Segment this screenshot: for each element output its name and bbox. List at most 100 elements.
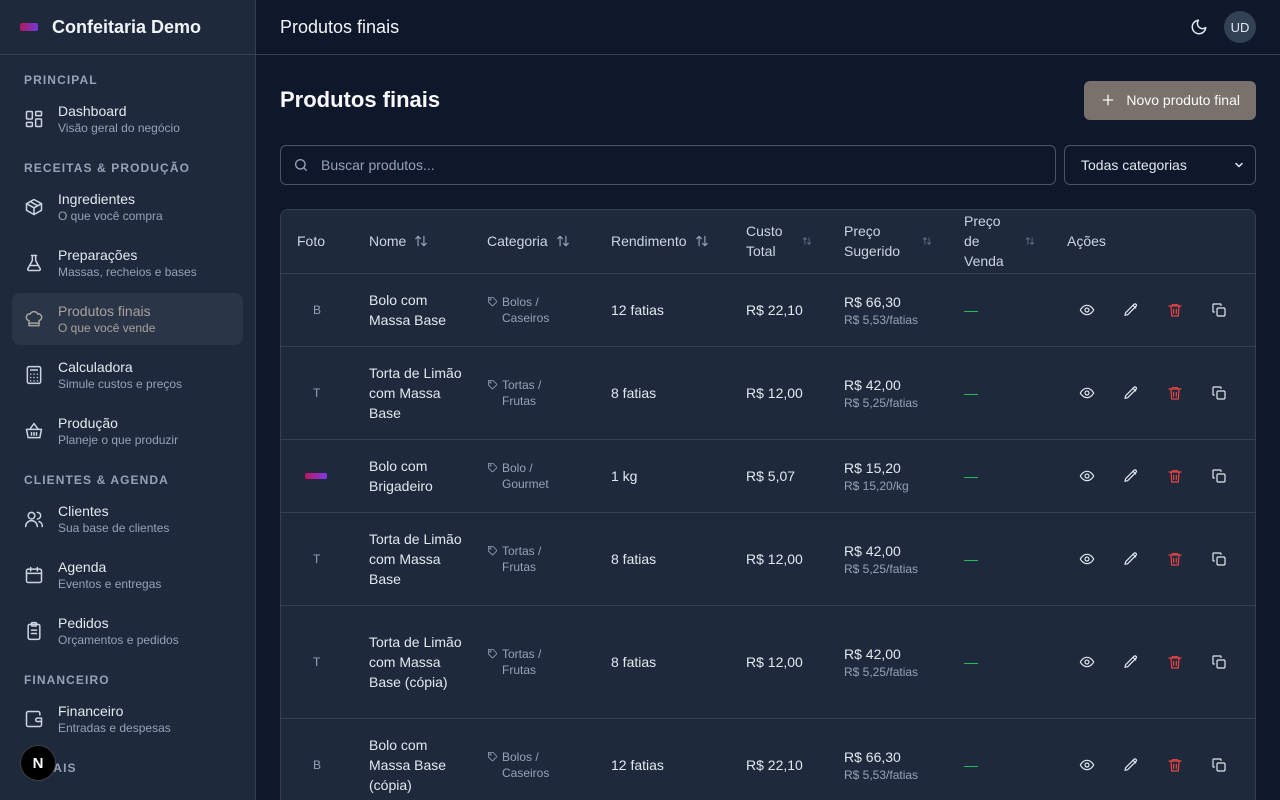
category-line: Caseiros	[502, 765, 550, 780]
table-row: Bolo com Brigadeiro Bolo / Gourmet 1 kg R$ 5…	[281, 439, 1255, 513]
sidebar-item-pedidos[interactable]: Pedidos Orçamentos e pedidos	[12, 605, 243, 657]
duplicate-icon[interactable]	[1211, 551, 1227, 567]
next-badge[interactable]: N	[20, 745, 56, 781]
tag-icon	[487, 460, 498, 473]
nav-section-title: RECEITAS & PRODUÇÃO	[24, 161, 191, 175]
nav-section-title: PRINCIPAL	[24, 73, 98, 87]
moon-icon[interactable]	[1190, 18, 1208, 36]
sidebar-item-sub: Sua base de clientes	[58, 521, 170, 535]
suggested-price: R$ 42,00	[844, 542, 901, 559]
sidebar-item-sub: Eventos e entregas	[58, 577, 162, 591]
delete-icon[interactable]	[1167, 551, 1183, 567]
new-product-button[interactable]: Novo produto final	[1084, 80, 1256, 120]
cell-nome: Bolo com Massa Base	[353, 273, 471, 347]
box-icon	[24, 197, 44, 217]
edit-icon[interactable]	[1123, 468, 1139, 484]
edit-icon[interactable]	[1123, 654, 1139, 670]
col-custo[interactable]: Custo Total	[730, 210, 828, 274]
sidebar-item-calculadora[interactable]: Calculadora Simule custos e preços	[12, 349, 243, 401]
users-icon	[24, 509, 44, 529]
col-rendimento[interactable]: Rendimento	[595, 210, 730, 274]
view-icon[interactable]	[1079, 302, 1095, 318]
tag-icon	[487, 377, 498, 390]
view-icon[interactable]	[1079, 468, 1095, 484]
sidebar-item-sub: O que você compra	[58, 209, 163, 223]
edit-icon[interactable]	[1123, 551, 1139, 567]
edit-icon[interactable]	[1123, 757, 1139, 773]
cell-sugerido: R$ 42,00 R$ 5,25/fatias	[828, 346, 948, 440]
sidebar-item-label: Pedidos	[58, 615, 109, 631]
category-select[interactable]: Todas categorias	[1064, 145, 1256, 185]
brand[interactable]: Confeitaria Demo	[0, 0, 255, 55]
sidebar-item-dashboard[interactable]: Dashboard Visão geral do negócio	[12, 93, 243, 145]
topbar-title: Produtos finais	[280, 16, 400, 37]
sidebar-item-label: Clientes	[58, 503, 109, 519]
delete-icon[interactable]	[1167, 757, 1183, 773]
sidebar-item-sub: Orçamentos e pedidos	[58, 633, 179, 647]
sidebar-item-label: Preparações	[58, 247, 138, 263]
delete-icon[interactable]	[1167, 654, 1183, 670]
duplicate-icon[interactable]	[1211, 385, 1227, 401]
category-line: Tortas /	[502, 543, 542, 558]
col-nome[interactable]: Nome	[353, 210, 471, 274]
table-row: T Torta de Limão com Massa Base Tortas / Fr…	[281, 512, 1255, 606]
category-line: Tortas /	[502, 377, 542, 392]
view-icon[interactable]	[1079, 757, 1095, 773]
cell-venda: —	[948, 439, 1051, 513]
sidebar-item-financeiro[interactable]: Financeiro Entradas e despesas	[12, 693, 243, 745]
sort-icon[interactable]	[802, 236, 812, 246]
search-box	[280, 145, 1056, 185]
sidebar-item-ingredientes[interactable]: Ingredientes O que você compra	[12, 181, 243, 233]
duplicate-icon[interactable]	[1211, 757, 1227, 773]
duplicate-icon[interactable]	[1211, 302, 1227, 318]
col-sugerido[interactable]: Preço Sugerido	[828, 210, 948, 274]
sort-icon[interactable]	[922, 236, 932, 246]
sort-icon[interactable]	[1025, 236, 1035, 246]
sidebar-item-produtos-finais[interactable]: Produtos finais O que você vende	[12, 293, 243, 345]
cell-categoria: Tortas / Frutas	[471, 512, 595, 606]
edit-icon[interactable]	[1123, 385, 1139, 401]
search-input[interactable]	[321, 157, 1021, 173]
cell-rendimento: 8 fatias	[595, 605, 730, 719]
avatar[interactable]: UD	[1224, 11, 1256, 43]
cell-custo: R$ 12,00	[730, 605, 828, 719]
cell-categoria: Tortas / Frutas	[471, 605, 595, 719]
category-line: Caseiros	[502, 310, 550, 325]
suggested-unit-price: R$ 15,20/kg	[844, 478, 909, 493]
sort-icon[interactable]	[414, 234, 428, 248]
delete-icon[interactable]	[1167, 385, 1183, 401]
suggested-price: R$ 42,00	[844, 645, 901, 662]
duplicate-icon[interactable]	[1211, 654, 1227, 670]
duplicate-icon[interactable]	[1211, 468, 1227, 484]
delete-icon[interactable]	[1167, 302, 1183, 318]
view-icon[interactable]	[1079, 551, 1095, 567]
product-name: Bolo com Brigadeiro	[369, 457, 433, 494]
col-venda[interactable]: Preço de Venda	[948, 210, 1051, 274]
sort-icon[interactable]	[695, 234, 709, 248]
delete-icon[interactable]	[1167, 468, 1183, 484]
sidebar-item-clientes[interactable]: Clientes Sua base de clientes	[12, 493, 243, 545]
sidebar-item-label: Financeiro	[58, 703, 124, 719]
sort-icon[interactable]	[556, 234, 570, 248]
sidebar-item-producao[interactable]: Produção Planeje o que produzir	[12, 405, 243, 457]
sidebar-item-preparacoes[interactable]: Preparações Massas, recheios e bases	[12, 237, 243, 289]
cell-nome: Torta de Limão com Massa Base	[353, 346, 471, 440]
cell-venda: —	[948, 718, 1051, 800]
sidebar-item-sub: O que você vende	[58, 321, 156, 335]
view-icon[interactable]	[1079, 385, 1095, 401]
col-categoria[interactable]: Categoria	[471, 210, 595, 274]
category-line: Tortas /	[502, 646, 542, 661]
sidebar-item-agenda[interactable]: Agenda Eventos e entregas	[12, 549, 243, 601]
view-icon[interactable]	[1079, 654, 1095, 670]
table-row: T Torta de Limão com Massa Base (cópia) To…	[281, 605, 1255, 719]
product-initial: T	[313, 551, 321, 566]
edit-icon[interactable]	[1123, 302, 1139, 318]
product-name: Bolo com Massa Base (cópia)	[369, 736, 447, 793]
cell-venda: —	[948, 346, 1051, 440]
cell-sugerido: R$ 66,30 R$ 5,53/fatias	[828, 718, 948, 800]
topbar: Produtos finais UD	[256, 0, 1280, 55]
sale-price: —	[964, 301, 978, 318]
products-table: Foto Nome Categoria Rendimento Custo Tot…	[280, 209, 1256, 800]
cell-foto	[281, 439, 353, 513]
product-name: Torta de Limão com Massa Base	[369, 530, 462, 587]
